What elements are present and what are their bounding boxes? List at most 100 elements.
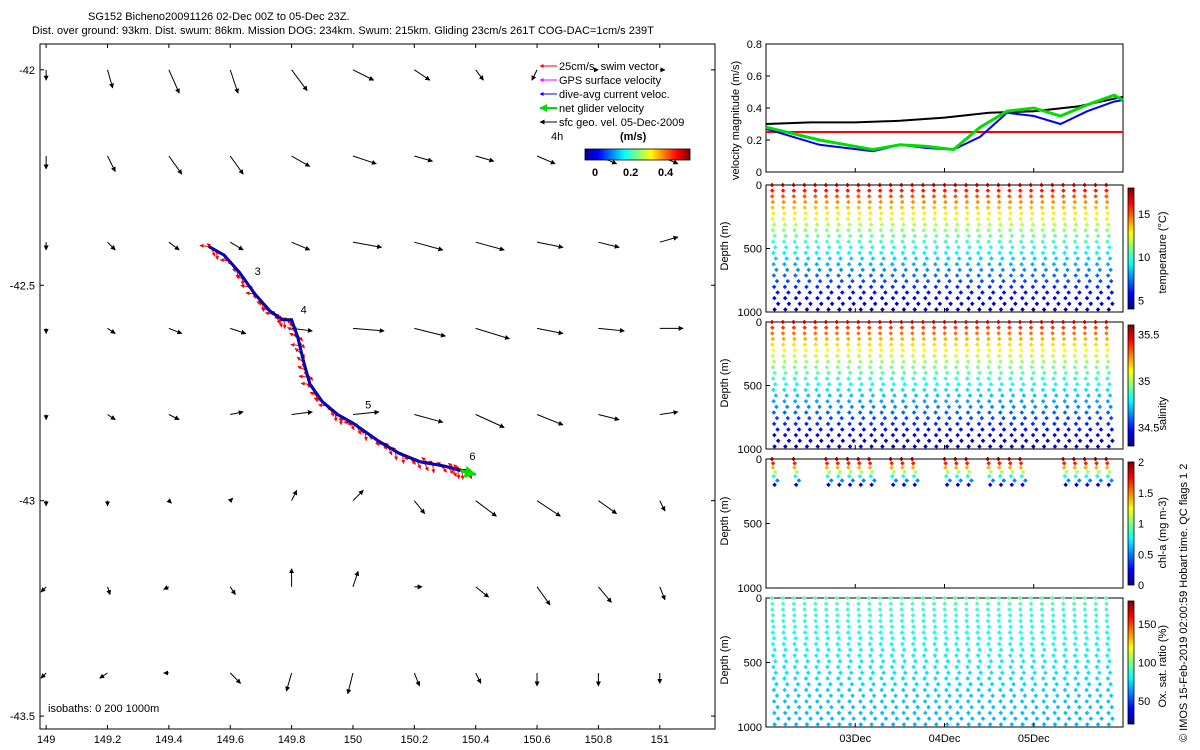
velocity-y-tick-label: 0.6 — [747, 71, 762, 83]
salinity-marker — [816, 393, 822, 398]
oxygen-marker — [1002, 716, 1007, 721]
oxygen-marker — [1039, 601, 1045, 607]
salinity-marker — [975, 387, 981, 393]
salinity-marker — [770, 336, 776, 342]
temperature-marker — [793, 273, 798, 278]
salinity-marker — [989, 404, 995, 410]
salinity-marker — [815, 370, 821, 376]
temperature-marker — [1039, 182, 1044, 188]
oxygen-marker — [921, 612, 927, 618]
salinity-marker — [1094, 376, 1099, 381]
salinity-marker — [1073, 421, 1079, 427]
salinity-marker — [900, 398, 906, 404]
temperature-marker — [976, 261, 981, 267]
oxygen-marker — [773, 670, 779, 675]
temperature-marker — [1022, 278, 1028, 284]
temperature-marker — [838, 256, 843, 261]
temperature-marker — [774, 278, 780, 284]
salinity-marker — [859, 393, 865, 398]
salinity-marker — [933, 432, 939, 438]
salinity-marker — [774, 404, 779, 410]
current-vector — [229, 155, 244, 175]
temperature-marker — [902, 256, 908, 261]
chla-marker — [1087, 478, 1093, 483]
oxygen-marker — [1071, 601, 1077, 607]
salinity-marker — [901, 421, 906, 427]
oxygen-marker — [1062, 676, 1068, 681]
temperature-marker — [1085, 244, 1091, 250]
oxygen-marker — [998, 699, 1003, 704]
temperature-marker — [1061, 205, 1066, 210]
temperature-marker — [1074, 244, 1080, 250]
temperature-marker — [1050, 199, 1056, 205]
current-vector — [531, 69, 538, 81]
temperature-marker — [1009, 284, 1014, 290]
oxygen-marker — [965, 687, 971, 693]
salinity-marker — [934, 444, 939, 449]
oxygen-marker — [840, 716, 846, 721]
temperature-marker — [803, 261, 809, 267]
temperature-marker — [890, 295, 896, 301]
chla-marker — [964, 465, 970, 470]
salinity-marker — [958, 427, 964, 432]
chla-marker — [967, 469, 972, 475]
salinity-marker — [976, 432, 982, 438]
chla-marker — [889, 465, 894, 470]
salinity-marker — [925, 404, 930, 410]
salinity-marker — [1007, 325, 1012, 330]
temperature-marker — [1062, 273, 1068, 278]
chla-marker — [911, 473, 917, 479]
chla-marker — [825, 473, 830, 479]
temperature-marker — [825, 261, 830, 267]
salinity-marker — [1076, 415, 1082, 421]
salinity-marker — [964, 331, 969, 336]
temperature-marker — [860, 278, 866, 284]
salinity-marker — [824, 376, 830, 381]
salinity-marker — [890, 421, 895, 427]
legend-colorbar-title: (m/s) — [620, 131, 647, 143]
salinity-marker — [883, 438, 889, 444]
temperature-marker — [1050, 182, 1055, 188]
chla-colorbar-tick-label: 1 — [1138, 519, 1144, 531]
temperature-marker — [1108, 267, 1113, 273]
temperature-marker — [1061, 188, 1066, 193]
salinity-marker — [836, 398, 841, 404]
temperature-marker — [1055, 290, 1061, 295]
oxygen-marker — [1028, 601, 1034, 607]
temperature-marker — [869, 307, 874, 312]
oxygen-marker — [1019, 699, 1025, 704]
temperature-marker — [883, 301, 889, 307]
salinity-marker — [1039, 342, 1045, 347]
chla-marker — [889, 461, 894, 466]
chla-marker — [1072, 461, 1078, 466]
chla-marker — [845, 456, 850, 462]
current-vector — [352, 570, 360, 587]
salinity-marker — [1041, 444, 1047, 449]
current-vector — [291, 69, 308, 92]
oxygen-marker — [975, 612, 980, 618]
salinity-marker — [867, 376, 873, 381]
temperature-marker — [1010, 256, 1016, 261]
temperature-marker — [1108, 278, 1114, 284]
salinity-marker — [1050, 336, 1056, 342]
salinity-marker — [997, 348, 1003, 353]
oxygen-marker — [986, 612, 991, 618]
temperature-marker — [827, 256, 832, 261]
temperature-marker — [990, 290, 996, 295]
oxygen-marker — [889, 624, 895, 629]
temperature-marker — [1009, 307, 1015, 312]
legend-interval-label: 4h — [551, 131, 563, 143]
temperature-marker — [772, 295, 777, 301]
oxygen-marker — [998, 687, 1003, 693]
temperature-marker — [1051, 273, 1057, 278]
oxygen-marker — [1040, 641, 1045, 647]
chla-axes-frame — [765, 458, 1124, 589]
oxygen-marker — [836, 699, 842, 704]
temperature-marker — [1052, 222, 1057, 227]
temperature-marker — [1041, 284, 1046, 290]
chla-marker — [793, 482, 799, 488]
temperature-marker — [925, 267, 930, 273]
salinity-marker — [1062, 398, 1068, 404]
oxygen-marker — [1010, 670, 1016, 675]
oxygen-marker — [879, 624, 884, 629]
